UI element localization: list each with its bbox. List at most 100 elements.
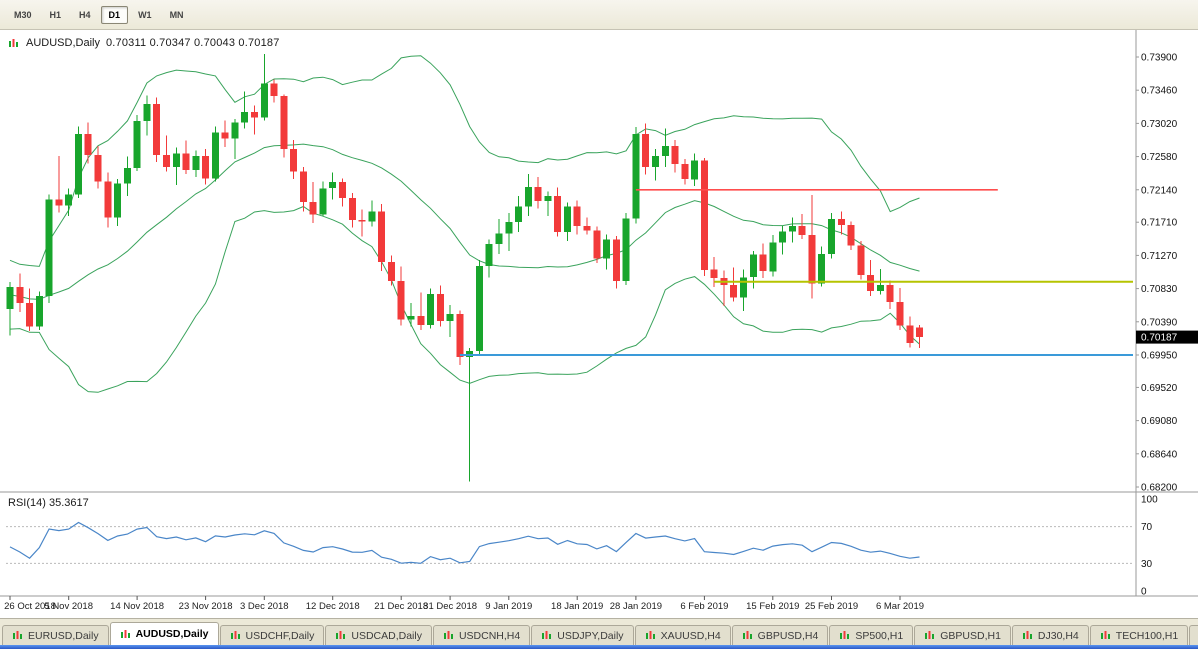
candle-body (319, 188, 327, 215)
candle-body (55, 199, 63, 206)
candle-body (515, 206, 523, 223)
candle-body (671, 146, 679, 165)
candle-body (94, 155, 102, 182)
candlestick-glyph (840, 631, 850, 639)
chart-tab-dj30-h4[interactable]: DJ30,H4 (1011, 625, 1089, 645)
price-axis-label: 0.73460 (1141, 86, 1178, 97)
candle-body (163, 155, 170, 168)
candle-body (387, 262, 395, 282)
chart-tab-icon (443, 630, 454, 641)
candle-body (475, 266, 483, 352)
chart-tab-gbpusd-h4[interactable]: GBPUSD,H4 (731, 625, 829, 645)
candle-body (280, 96, 288, 149)
candle-body (368, 211, 376, 222)
candle-body (65, 194, 73, 206)
rsi-axis-label: 30 (1141, 559, 1153, 570)
chart-window: 100 70 30 0 0.73900 0.73460 0.73020 0.72580 0.72… (0, 30, 1198, 618)
timeframe-button-w1[interactable]: W1 (138, 9, 152, 20)
candle-body (84, 133, 92, 155)
chart-tab-ukoil[interactable]: UKOil, (1189, 625, 1198, 645)
chart-tab-icon (1100, 630, 1111, 641)
time-axis-label: 12 Dec 2018 (306, 601, 360, 612)
candle-body (916, 327, 923, 338)
candle-body (202, 155, 210, 179)
price-axis-label: 0.72580 (1141, 152, 1178, 163)
candle-body (710, 269, 718, 278)
chart-tab-eurusd-daily[interactable]: EURUSD,Daily (2, 625, 109, 645)
candle-body (456, 314, 464, 358)
timeframe-button-m30[interactable]: M30 (14, 9, 32, 20)
candle-body (16, 287, 24, 303)
candle-body (554, 195, 562, 232)
candle-body (622, 218, 630, 281)
candle-body (241, 112, 249, 123)
candle-body (876, 284, 884, 291)
bb-middle (9, 143, 920, 300)
chart-tab-gbpusd-h1[interactable]: GBPUSD,H1 (914, 625, 1011, 645)
price-chart-canvas[interactable]: 100 70 30 0 0.73900 0.73460 0.73020 0.72580 0.72… (0, 30, 1198, 618)
candle-body (886, 284, 894, 303)
chart-tab-label: TECH100,H1 (1115, 629, 1179, 642)
price-axis-label: 0.71710 (1141, 218, 1178, 229)
chart-tab-usdcad-daily[interactable]: USDCAD,Daily (325, 625, 432, 645)
chart-tab-icon (1022, 630, 1033, 641)
candle-body (172, 153, 180, 168)
candle-body (182, 153, 190, 171)
rsi-layer: 100 70 30 0 (6, 495, 1158, 598)
chart-tab-xauusd-h4[interactable]: XAUUSD,H4 (634, 625, 731, 645)
timeframe-button-h4[interactable]: H4 (79, 9, 91, 20)
candle-body (573, 206, 581, 226)
candle-body (740, 277, 747, 298)
candle-body (652, 155, 659, 168)
candlestick-glyph (230, 631, 240, 639)
chart-tab-sp500-h1[interactable]: SP500,H1 (829, 625, 914, 645)
candle-body (906, 325, 914, 343)
time-axis-label: 9 Jan 2019 (485, 601, 532, 612)
price-axis-label: 0.71270 (1141, 251, 1178, 262)
candle-body (348, 198, 356, 220)
candle-body (661, 146, 669, 156)
chart-tab-audusd-daily[interactable]: AUDUSD,Daily (109, 622, 219, 645)
candle-body (798, 226, 806, 236)
candle-body (231, 122, 239, 139)
candle-body (603, 239, 611, 259)
candle-body (837, 219, 845, 226)
candle-body (407, 315, 415, 320)
candle-body (104, 181, 112, 218)
time-axis-label: 26 Oct 2018 (4, 601, 56, 612)
time-axis-label: 15 Feb 2019 (746, 601, 799, 612)
timeframe-button-d1[interactable]: D1 (100, 5, 129, 24)
price-axis-label: 0.69080 (1141, 416, 1178, 427)
candle-body (612, 239, 620, 282)
timeframe-button-mn[interactable]: MN (169, 9, 184, 20)
candles-layer (6, 54, 923, 482)
chart-tab-usdjpy-daily[interactable]: USDJPY,Daily (531, 625, 634, 645)
chart-tab-usdcnh-h4[interactable]: USDCNH,H4 (432, 625, 531, 645)
time-axis-label: 14 Nov 2018 (110, 601, 164, 612)
chart-ohlc-values: 0.70311 0.70347 0.70043 0.70187 (105, 37, 280, 49)
candle-body (290, 149, 298, 172)
time-axis-label: 6 Mar 2019 (876, 601, 924, 612)
current-price-value: 0.70187 (1141, 333, 1178, 344)
chart-tab-icon (742, 630, 753, 641)
candle-body (779, 231, 787, 243)
chart-tabs-bar: EURUSD,Daily AUDUSD,Daily USDCHF,Daily USDC… (0, 618, 1198, 645)
time-axis-label: 28 Jan 2019 (610, 601, 662, 612)
candle-body (45, 199, 53, 297)
chart-tab-label: GBPUSD,H1 (940, 629, 1001, 642)
candle-body (427, 293, 434, 325)
candle-body (524, 186, 532, 207)
candle-body (270, 83, 278, 97)
timeframe-button-h1[interactable]: H1 (49, 9, 62, 20)
candle-body (329, 182, 337, 189)
price-axis-label: 0.72140 (1141, 185, 1178, 196)
rsi-axis-label: 100 (1141, 495, 1158, 506)
candle-body (847, 225, 855, 246)
candle-body (642, 133, 650, 168)
chart-tab-usdchf-daily[interactable]: USDCHF,Daily (219, 625, 325, 645)
candle-body (309, 201, 317, 215)
time-axis-label: 23 Nov 2018 (179, 601, 233, 612)
chart-tab-label: DJ30,H4 (1037, 629, 1079, 642)
chart-tab-tech100-h1[interactable]: TECH100,H1 (1089, 625, 1189, 645)
candlestick-glyph (13, 631, 22, 639)
